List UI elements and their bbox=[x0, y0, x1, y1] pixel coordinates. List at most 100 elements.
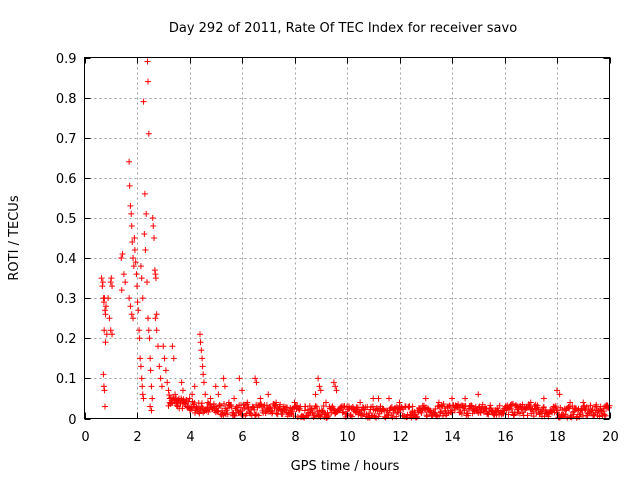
data-point bbox=[139, 391, 146, 398]
data-point bbox=[194, 405, 201, 412]
data-point bbox=[122, 279, 129, 286]
data-point bbox=[485, 411, 492, 418]
data-point bbox=[576, 411, 583, 418]
data-point bbox=[220, 375, 227, 382]
data-point bbox=[136, 335, 143, 342]
data-point bbox=[210, 400, 217, 407]
y-tick-label: 0.9 bbox=[56, 52, 77, 67]
data-point bbox=[366, 410, 373, 417]
data-point bbox=[197, 339, 204, 346]
data-point bbox=[145, 315, 152, 322]
data-point bbox=[422, 395, 429, 402]
data-point bbox=[455, 401, 462, 408]
data-point bbox=[143, 210, 150, 217]
data-point bbox=[198, 347, 205, 354]
data-point bbox=[595, 407, 602, 414]
data-point bbox=[468, 403, 475, 410]
y-tick-label: 0.3 bbox=[56, 292, 77, 307]
data-point bbox=[508, 405, 515, 412]
data-point bbox=[487, 402, 494, 409]
data-point bbox=[273, 410, 280, 417]
data-point bbox=[458, 410, 465, 417]
data-point bbox=[267, 404, 274, 411]
data-point bbox=[158, 383, 165, 390]
x-tick-label: 4 bbox=[186, 430, 194, 445]
data-point bbox=[109, 331, 116, 338]
data-point bbox=[511, 409, 518, 416]
data-point bbox=[390, 410, 397, 417]
data-point bbox=[140, 395, 147, 402]
data-point bbox=[268, 407, 275, 414]
data-point bbox=[200, 379, 207, 386]
data-point bbox=[203, 405, 210, 412]
data-point bbox=[98, 275, 105, 282]
data-point bbox=[221, 383, 228, 390]
data-point bbox=[150, 222, 157, 229]
y-tick-label: 0.7 bbox=[56, 132, 77, 147]
data-point bbox=[155, 343, 161, 350]
data-point bbox=[255, 412, 262, 419]
data-point bbox=[601, 411, 608, 418]
data-point bbox=[556, 391, 563, 398]
data-point bbox=[137, 363, 144, 370]
data-point bbox=[587, 402, 594, 409]
data-point bbox=[152, 315, 159, 322]
data-point bbox=[106, 315, 113, 322]
data-point bbox=[207, 401, 214, 408]
data-point bbox=[231, 412, 238, 419]
data-point bbox=[126, 295, 133, 302]
data-point bbox=[100, 383, 107, 390]
data-point bbox=[199, 355, 206, 362]
data-point bbox=[130, 263, 137, 270]
data-point bbox=[136, 327, 143, 334]
data-point bbox=[228, 403, 235, 410]
data-point bbox=[205, 408, 212, 415]
data-point bbox=[369, 403, 376, 410]
data-point bbox=[241, 405, 248, 412]
data-point bbox=[330, 379, 337, 386]
data-point bbox=[142, 247, 149, 254]
data-point bbox=[437, 409, 444, 416]
x-tick-label: 8 bbox=[291, 430, 299, 445]
data-point bbox=[152, 275, 159, 282]
data-point bbox=[413, 414, 420, 421]
data-point bbox=[172, 391, 179, 398]
data-point bbox=[152, 271, 159, 278]
data-point bbox=[224, 411, 231, 418]
data-point bbox=[345, 406, 352, 413]
data-point bbox=[581, 407, 588, 414]
data-point bbox=[101, 387, 108, 394]
data-point bbox=[581, 402, 588, 409]
data-point bbox=[144, 58, 151, 65]
data-point bbox=[289, 408, 296, 415]
data-point bbox=[180, 396, 187, 403]
data-point bbox=[301, 407, 308, 414]
data-point bbox=[516, 410, 523, 417]
data-point bbox=[147, 367, 154, 374]
data-point bbox=[217, 402, 224, 409]
grid bbox=[84, 57, 610, 419]
x-tick-label: 20 bbox=[602, 430, 619, 445]
data-point bbox=[179, 387, 186, 394]
data-point bbox=[99, 283, 106, 290]
data-point bbox=[102, 311, 109, 318]
x-tick-label: 6 bbox=[238, 430, 246, 445]
data-point bbox=[540, 395, 547, 402]
data-point bbox=[101, 403, 108, 410]
data-point bbox=[554, 387, 560, 394]
data-point bbox=[141, 190, 148, 197]
data-point bbox=[312, 403, 319, 410]
data-point bbox=[317, 387, 324, 394]
data-point bbox=[100, 371, 107, 378]
data-point bbox=[182, 400, 189, 407]
data-point bbox=[257, 395, 264, 402]
data-point bbox=[533, 409, 540, 416]
data-point bbox=[343, 410, 350, 417]
y-tick-label: 0.1 bbox=[56, 372, 77, 387]
data-point bbox=[138, 275, 145, 282]
data-point bbox=[435, 402, 442, 409]
data-point bbox=[128, 311, 135, 318]
data-point bbox=[370, 395, 377, 402]
data-point bbox=[496, 402, 503, 409]
data-point bbox=[169, 343, 176, 350]
